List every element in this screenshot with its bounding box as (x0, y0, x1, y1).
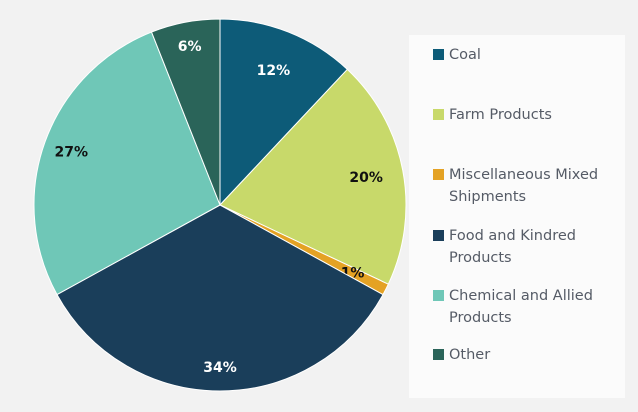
data-label: 12% (257, 63, 291, 79)
legend-swatch (433, 349, 444, 360)
legend-label: Other (449, 347, 491, 363)
legend: Coal Farm Products Miscellaneous Mixed S… (409, 35, 625, 398)
data-label: 6% (178, 39, 202, 55)
data-label: 34% (203, 360, 237, 376)
legend-item-coal[interactable]: Coal (433, 44, 619, 66)
pie-slice-farm-products[interactable] (219, 68, 407, 285)
legend-label: Food and Kindred Products (449, 228, 576, 266)
legend-item-farm-products[interactable]: Farm Products (433, 104, 619, 126)
legend-swatch (433, 230, 444, 241)
legend-label: Coal (449, 47, 481, 63)
legend-swatch (433, 109, 444, 120)
pie-chart: 12%20%1%34%27%6% (33, 18, 407, 392)
legend-item-other[interactable]: Other (433, 344, 619, 366)
pie-slice-coal[interactable] (219, 18, 349, 207)
legend-label: Farm Products (449, 107, 552, 123)
legend-item-food[interactable]: Food and Kindred Products (433, 225, 619, 269)
legend-item-chemical[interactable]: Chemical and Allied Products (433, 285, 619, 329)
pie-slice-food-and-kindred-products[interactable] (56, 204, 384, 392)
pie-slice-chemical-and-allied-products[interactable] (33, 31, 221, 296)
legend-label: Chemical and Allied Products (449, 288, 593, 326)
legend-label: Miscellaneous Mixed Shipments (449, 167, 599, 205)
legend-swatch (433, 290, 444, 301)
legend-swatch (433, 169, 444, 180)
data-label: 20% (349, 170, 383, 186)
pie-slice-other[interactable] (150, 18, 221, 206)
data-label: 27% (54, 144, 88, 160)
legend-swatch (433, 49, 444, 60)
legend-item-miscellaneous[interactable]: Miscellaneous Mixed Shipments (433, 164, 619, 208)
